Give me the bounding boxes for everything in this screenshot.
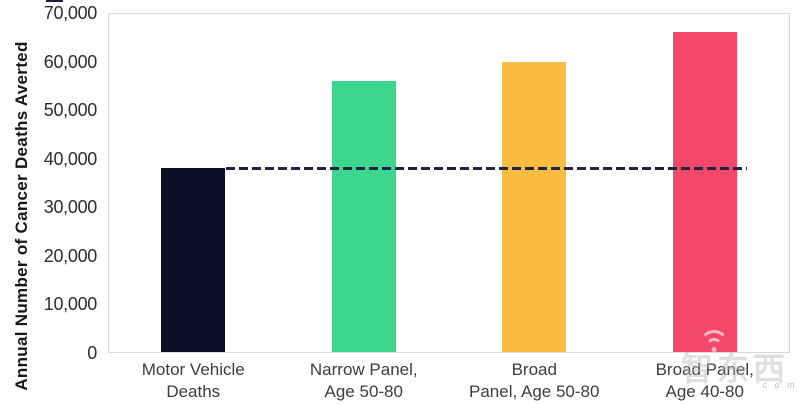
y-tick-label: 30,000: [43, 197, 98, 218]
x-category-label: Broad Panel, Age 40-80: [655, 360, 754, 401]
bar-1: [161, 168, 226, 352]
x-category-label: Motor Vehicle Deaths: [141, 360, 245, 401]
x-category-label: Narrow Panel, Age 50-80: [309, 360, 418, 401]
crop-artifact: [46, 0, 63, 2]
y-tick-label: 20,000: [43, 245, 98, 266]
x-category-label: Broad Panel, Age 50-80: [469, 360, 600, 401]
y-tick-label: 70,000: [43, 3, 98, 23]
reference-line: [226, 166, 747, 170]
y-tick-label: 50,000: [43, 100, 98, 121]
bar-3: [502, 61, 567, 352]
bar-2: [331, 81, 396, 352]
y-tick-label: 60,000: [43, 51, 98, 72]
bar-4: [672, 32, 737, 352]
y-tick-label: 0: [87, 343, 97, 363]
y-tick-label: 10,000: [43, 294, 98, 315]
y-tick-label: 40,000: [43, 148, 98, 169]
